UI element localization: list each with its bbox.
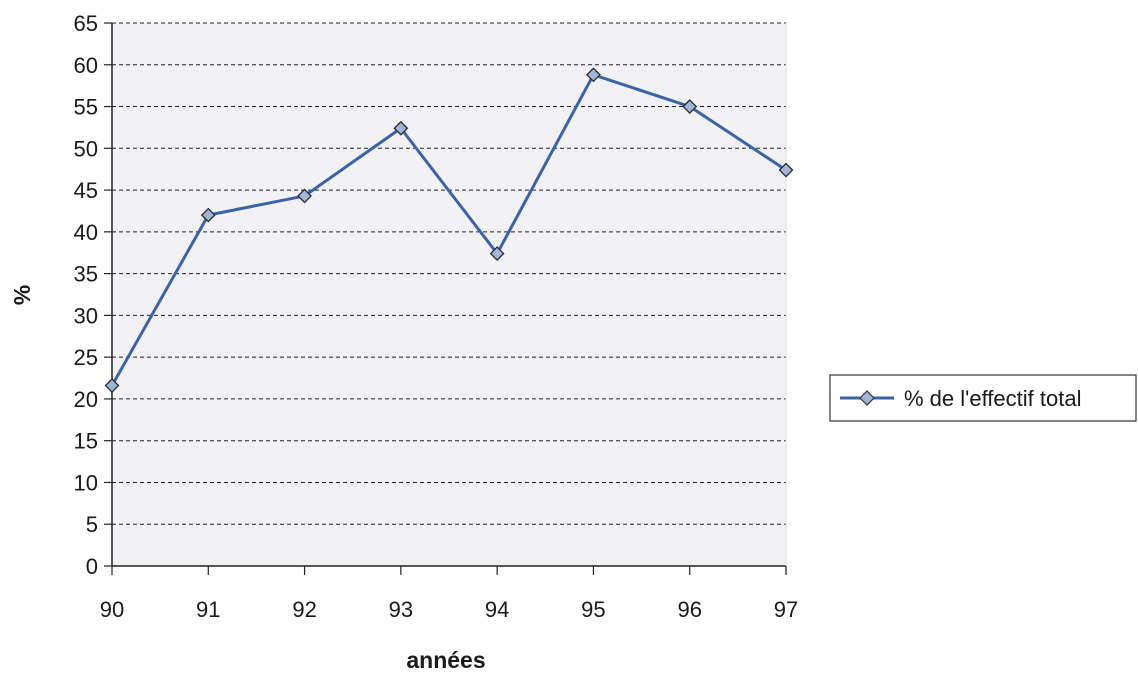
series-layer: [104, 67, 794, 393]
x-tick-label: 97: [774, 597, 798, 622]
x-tick-label: 96: [677, 597, 701, 622]
y-tick-label: 30: [74, 303, 98, 328]
data-point-marker: [682, 99, 698, 114]
x-tick-label: 92: [292, 597, 316, 622]
y-tick-label: 55: [74, 95, 98, 120]
y-tick-label: 10: [74, 470, 98, 495]
legend-marker-icon: [859, 390, 875, 406]
y-tick-label: 35: [74, 262, 98, 287]
y-axis-title: %: [9, 285, 35, 305]
y-tick-label: 15: [74, 429, 98, 454]
x-tick-label: 90: [100, 597, 124, 622]
y-tick-label: 65: [74, 11, 98, 36]
x-tick-label: 94: [485, 597, 509, 622]
data-point-marker: [200, 207, 216, 223]
data-point-marker: [489, 246, 505, 261]
x-tick-label: 93: [389, 597, 413, 622]
y-tick-label: 5: [86, 512, 98, 537]
data-point-marker: [778, 162, 794, 178]
y-tick-labels: 0 5 10 15 20 25 30 35 40 45 50 55 60 65: [74, 11, 98, 579]
data-point-marker: [104, 378, 120, 393]
data-point-marker: [586, 67, 601, 83]
axes: [111, 23, 787, 575]
data-point-marker: [297, 188, 312, 204]
x-tick-label: 91: [196, 597, 220, 622]
y-tick-label: 60: [74, 53, 98, 78]
x-tick-label: 95: [581, 597, 605, 622]
x-tick-labels: 90 91 92 93 94 95 96 97: [100, 597, 798, 622]
plot-area: [112, 23, 786, 566]
gridlines: [104, 22, 786, 567]
y-tick-label: 25: [74, 345, 98, 370]
y-tick-label: 20: [74, 387, 98, 412]
y-tick-label: 50: [74, 136, 98, 161]
legend-label: % de l'effectif total: [904, 386, 1081, 411]
y-tick-label: 0: [86, 554, 98, 579]
data-point-marker: [393, 120, 409, 136]
legend: % de l'effectif total: [829, 374, 1137, 422]
y-tick-label: 45: [74, 178, 98, 203]
x-axis-title: années: [406, 647, 485, 673]
y-tick-label: 40: [74, 220, 98, 245]
series-line: [110, 73, 787, 387]
